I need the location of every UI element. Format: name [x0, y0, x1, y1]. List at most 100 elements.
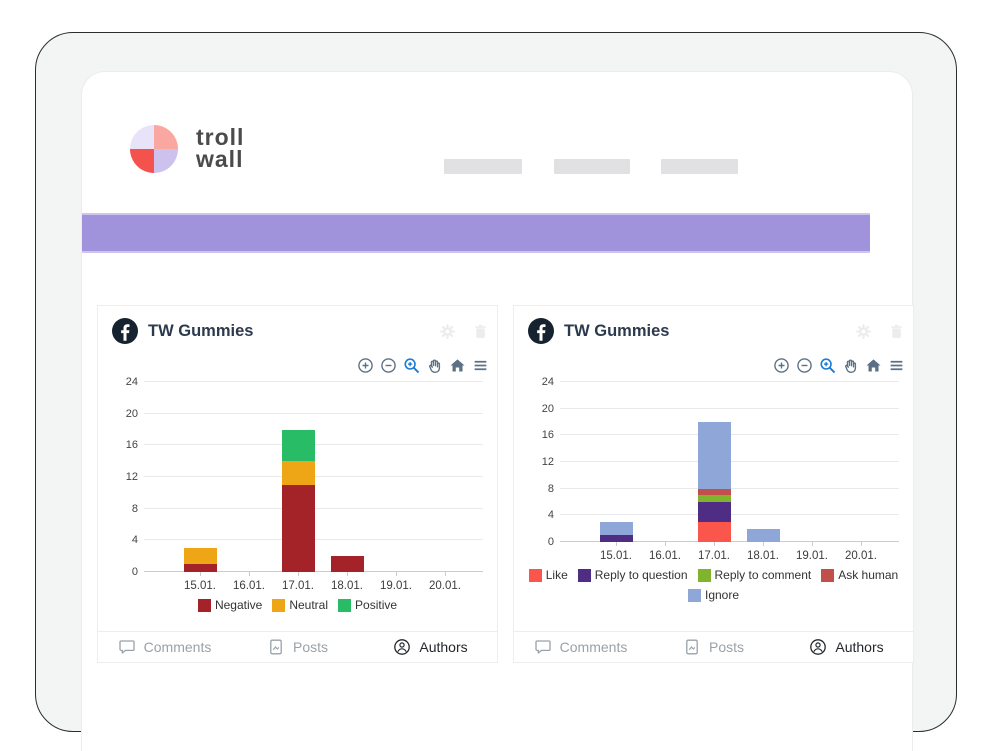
- y-tick-label: 4: [131, 534, 138, 547]
- nav-placeholder: [444, 159, 522, 174]
- bar-segment-negative[interactable]: [184, 564, 217, 572]
- x-tick-label: 15.01.: [600, 550, 632, 562]
- chart-plot-area[interactable]: 0 4 8 12 16 20 24 15.01. 16.01. 17.01. 18.01. 19.01…: [126, 376, 483, 592]
- legend-item-reply-to-comment[interactable]: Reply to comment: [697, 568, 812, 582]
- legend-swatch: [821, 568, 835, 582]
- gridline: [144, 412, 483, 414]
- x-axis-tick: [616, 542, 617, 546]
- x-tick-label: 16.01.: [233, 580, 265, 592]
- zoom-in-icon[interactable]: [357, 357, 374, 374]
- zoom-out-icon[interactable]: [380, 357, 397, 374]
- bar-segment-negative[interactable]: [282, 484, 315, 572]
- page-banner: [82, 213, 870, 253]
- author-person-icon: [393, 638, 411, 656]
- moderation-stacked-bar-chart: 0 4 8 12 16 20 24 15.01. 16.01. 17.01. 18.01. 19.01…: [514, 376, 913, 602]
- x-tick-label: 19.01.: [380, 580, 412, 592]
- card-title: TW Gummies: [564, 321, 670, 340]
- y-tick-label: 12: [541, 456, 554, 468]
- brand-name-line2: wall: [196, 146, 244, 172]
- legend-item-like[interactable]: Like: [528, 568, 568, 582]
- hamburger-menu-icon[interactable]: [472, 357, 489, 374]
- gridline: [560, 381, 899, 382]
- legend-label: Positive: [355, 598, 398, 612]
- sentiment-stacked-bar-chart: 0 4 8 12 16 20 24 15.01. 16.01. 17.01. 18.01. 19.01…: [98, 376, 497, 612]
- legend-item-negative[interactable]: Negative: [197, 598, 262, 612]
- tab-label: Comments: [143, 639, 212, 655]
- bar-segment-like[interactable]: [698, 522, 731, 542]
- bar-segment-ignore[interactable]: [698, 422, 731, 489]
- bar-segment-reply-to-question[interactable]: [600, 535, 633, 542]
- box-zoom-magnifier-icon[interactable]: [403, 357, 420, 374]
- card-header: TW Gummies: [98, 306, 497, 348]
- chart-legend: Like Reply to question Reply to comment Ask…: [520, 568, 907, 602]
- bar-slot: [323, 556, 372, 572]
- bar-segment-ignore[interactable]: [600, 522, 633, 536]
- bar-segment-positive[interactable]: [282, 429, 315, 462]
- legend-item-neutral[interactable]: Neutral: [272, 598, 328, 612]
- tab-posts[interactable]: Posts: [647, 638, 780, 656]
- chart-card-sentiment: TW Gummies: [97, 305, 498, 663]
- bar-slot: [690, 422, 739, 542]
- bar-segment-ask-human[interactable]: [698, 488, 731, 496]
- x-tick-label: 20.01.: [845, 550, 877, 562]
- x-axis-tick: [861, 542, 862, 546]
- tab-posts[interactable]: Posts: [231, 638, 364, 656]
- tab-comments[interactable]: Comments: [98, 638, 231, 656]
- tab-authors[interactable]: Authors: [780, 638, 913, 656]
- legend-item-ignore[interactable]: Ignore: [687, 588, 740, 602]
- x-tick-label: 18.01.: [747, 550, 779, 562]
- legend-label: Neutral: [289, 598, 329, 612]
- bar-segment-reply-to-comment[interactable]: [698, 495, 731, 502]
- tab-label: Posts: [292, 639, 328, 655]
- x-axis-tick: [665, 542, 666, 546]
- x-axis-tick: [763, 542, 764, 546]
- tab-label: Authors: [419, 639, 468, 655]
- bar-segment-ignore[interactable]: [747, 528, 780, 542]
- bar-segment-reply-to-question[interactable]: [698, 502, 731, 522]
- legend-swatch: [697, 568, 711, 582]
- legend-label: Ignore: [704, 588, 740, 602]
- delete-trash-icon[interactable]: [472, 323, 489, 340]
- card-tabs: Comments Posts Authors: [514, 631, 913, 662]
- tab-comments[interactable]: Comments: [514, 638, 647, 656]
- delete-trash-icon[interactable]: [888, 323, 905, 340]
- gridline: [560, 407, 899, 409]
- zoom-in-icon[interactable]: [773, 357, 790, 374]
- nav-placeholder: [661, 159, 738, 174]
- legend-label: Reply to comment: [714, 568, 812, 582]
- pan-hand-icon[interactable]: [426, 357, 443, 374]
- y-tick-label: 20: [541, 402, 554, 415]
- bar-segment-neutral[interactable]: [184, 548, 217, 565]
- bar-segment-neutral[interactable]: [282, 461, 315, 485]
- legend-item-positive[interactable]: Positive: [338, 598, 397, 612]
- settings-gear-icon[interactable]: [855, 323, 872, 340]
- y-tick-label: 8: [547, 482, 554, 495]
- x-axis-tick: [714, 542, 715, 546]
- brand-logo[interactable]: troll wall: [130, 125, 244, 173]
- pan-hand-icon[interactable]: [842, 357, 859, 374]
- facebook-icon: [112, 318, 138, 344]
- zoom-out-icon[interactable]: [796, 357, 813, 374]
- x-axis-tick: [396, 572, 397, 576]
- home-reset-icon[interactable]: [449, 357, 466, 374]
- y-tick-label: 16: [125, 439, 138, 452]
- y-tick-label: 0: [547, 536, 554, 548]
- home-reset-icon[interactable]: [865, 357, 882, 374]
- brand-name-line1: troll: [196, 124, 245, 151]
- author-person-icon: [809, 638, 827, 656]
- hamburger-menu-icon[interactable]: [888, 357, 905, 374]
- x-tick-label: 17.01.: [282, 580, 314, 592]
- tab-authors[interactable]: Authors: [364, 638, 497, 656]
- legend-item-reply-to-question[interactable]: Reply to question: [577, 568, 688, 582]
- box-zoom-magnifier-icon[interactable]: [819, 357, 836, 374]
- x-axis-tick: [298, 572, 299, 576]
- comment-bubble-icon: [118, 638, 136, 656]
- y-tick-label: 24: [125, 376, 138, 388]
- x-tick-label: 19.01.: [796, 550, 828, 562]
- settings-gear-icon[interactable]: [439, 323, 456, 340]
- bar-segment-negative[interactable]: [331, 556, 364, 572]
- brand-name: troll wall: [196, 124, 245, 172]
- x-tick-label: 16.01.: [649, 550, 681, 562]
- legend-item-ask-human[interactable]: Ask human: [821, 568, 898, 582]
- chart-plot-area[interactable]: 0 4 8 12 16 20 24 15.01. 16.01. 17.01. 18.01. 19.01…: [542, 376, 899, 562]
